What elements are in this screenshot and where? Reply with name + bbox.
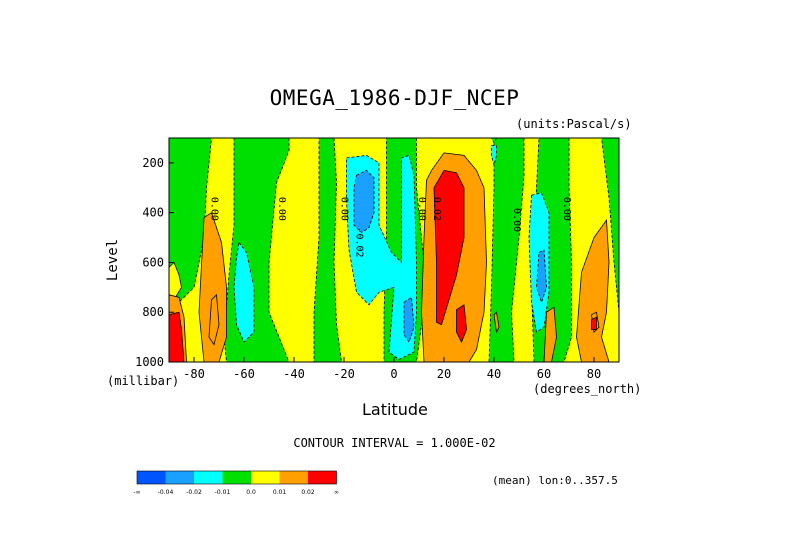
contour-region xyxy=(456,304,467,344)
contour-label: 0.02 xyxy=(431,197,442,221)
x-tick-label: -20 xyxy=(333,367,355,381)
y-axis-units: (millibar) xyxy=(107,374,180,388)
contour-region xyxy=(491,145,497,166)
contour-region xyxy=(491,138,497,144)
colorbar-label: -∞ xyxy=(133,489,140,496)
colorbar-frame xyxy=(136,470,337,485)
contour-label: 0.00 xyxy=(339,197,350,221)
colorbar-label: 0.02 xyxy=(301,489,315,496)
contour-label: 0.00 xyxy=(511,208,522,232)
colorbar-label: -0.04 xyxy=(158,489,174,496)
y-tick-label: 200 xyxy=(142,156,164,170)
colorbar-swatch xyxy=(251,471,280,484)
contour-region xyxy=(591,316,597,331)
y-tick-label: 400 xyxy=(142,206,164,220)
contour-region xyxy=(313,138,342,362)
colorbar-label: -0.01 xyxy=(215,489,231,496)
contour-region xyxy=(543,306,557,362)
colorbar-swatch xyxy=(194,471,223,484)
contour-region xyxy=(233,241,255,343)
colorbar-swatch xyxy=(222,471,251,484)
x-tick-label: 80 xyxy=(587,367,601,381)
x-tick-label: -60 xyxy=(233,367,255,381)
colorbar-swatch xyxy=(279,471,308,484)
units-label: (units:Pascal/s) xyxy=(516,117,632,131)
contour-region xyxy=(433,169,465,326)
contour-region xyxy=(493,311,500,334)
colorbar-swatch xyxy=(165,471,194,484)
contour-region xyxy=(601,138,619,313)
contour-label: 0.00 xyxy=(416,197,427,221)
contour-label: 0.00 xyxy=(561,197,572,221)
y-tick-label: 1000 xyxy=(135,355,164,369)
colorbar-label: 0.0 xyxy=(246,489,256,496)
x-tick-label: 60 xyxy=(537,367,551,381)
y-tick-label: 600 xyxy=(142,255,164,269)
contour-interval-text: CONTOUR INTERVAL = 1.000E-02 xyxy=(293,436,496,450)
contour-label: 0.00 xyxy=(276,197,287,221)
mean-longitude-text: (mean) lon:0..357.5 xyxy=(492,474,618,487)
contour-label: 0.00 xyxy=(209,197,220,221)
y-tick-label: 800 xyxy=(142,305,164,319)
x-tick-label: 0 xyxy=(390,367,397,381)
x-tick-label: -40 xyxy=(283,367,305,381)
x-axis-label: Latitude xyxy=(362,400,428,419)
contour-region xyxy=(403,296,415,344)
colorbar-swatch xyxy=(308,471,337,484)
x-tick-label: -80 xyxy=(183,367,205,381)
contour-region xyxy=(576,218,610,362)
contour-label: -0.02 xyxy=(354,227,365,257)
contour-region xyxy=(536,249,547,304)
contour-fill-group xyxy=(169,138,619,362)
x-axis-units: (degrees_north) xyxy=(533,382,642,396)
colorbar-label: 0.01 xyxy=(273,489,287,496)
colorbar-label: ∞ xyxy=(334,489,339,496)
colorbar-swatch xyxy=(137,471,166,484)
contour-region xyxy=(198,212,227,362)
x-tick-label: 40 xyxy=(487,367,501,381)
contour-region xyxy=(208,293,220,346)
colorbar-label: -0.02 xyxy=(186,489,202,496)
chart-title: OMEGA_1986-DJF_NCEP xyxy=(269,86,520,110)
contour-region xyxy=(169,311,185,362)
contour-region xyxy=(488,138,525,362)
contour-region xyxy=(353,169,375,234)
x-tick-label: 20 xyxy=(437,367,451,381)
